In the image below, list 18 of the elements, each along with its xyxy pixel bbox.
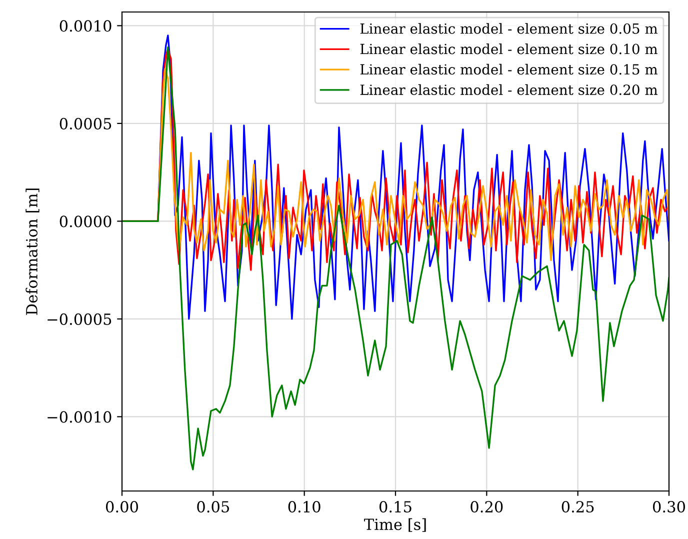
legend-label: Linear elastic model - element size 0.15 m — [360, 64, 658, 75]
legend-label: Linear elastic model - element size 0.10 m — [360, 43, 658, 54]
legend-label: Linear elastic model - element size 0.05 m — [360, 23, 658, 34]
x-tick-label: 0.20 — [470, 500, 503, 513]
x-tick-label: 0.15 — [380, 500, 412, 513]
x-tick-label: 0.05 — [197, 500, 229, 513]
y-tick-label: 0.0010 — [60, 20, 112, 32]
y-tick-label: 0.0000 — [60, 216, 112, 228]
x-tick-label: 0.10 — [288, 500, 320, 513]
y-tick-label: −0.0005 — [48, 313, 112, 325]
x-tick-label: 0.25 — [562, 500, 594, 513]
y-tick-label: −0.0010 — [48, 411, 112, 423]
x-axis-title: Time [s] — [364, 518, 426, 532]
y-tick-label: 0.0005 — [60, 118, 112, 130]
y-axis-title: Deformation [m] — [26, 188, 40, 315]
x-tick-label: 0.00 — [106, 500, 138, 513]
legend-label: Linear elastic model - element size 0.20 m — [360, 84, 658, 96]
x-tick-label: 0.30 — [653, 500, 685, 513]
